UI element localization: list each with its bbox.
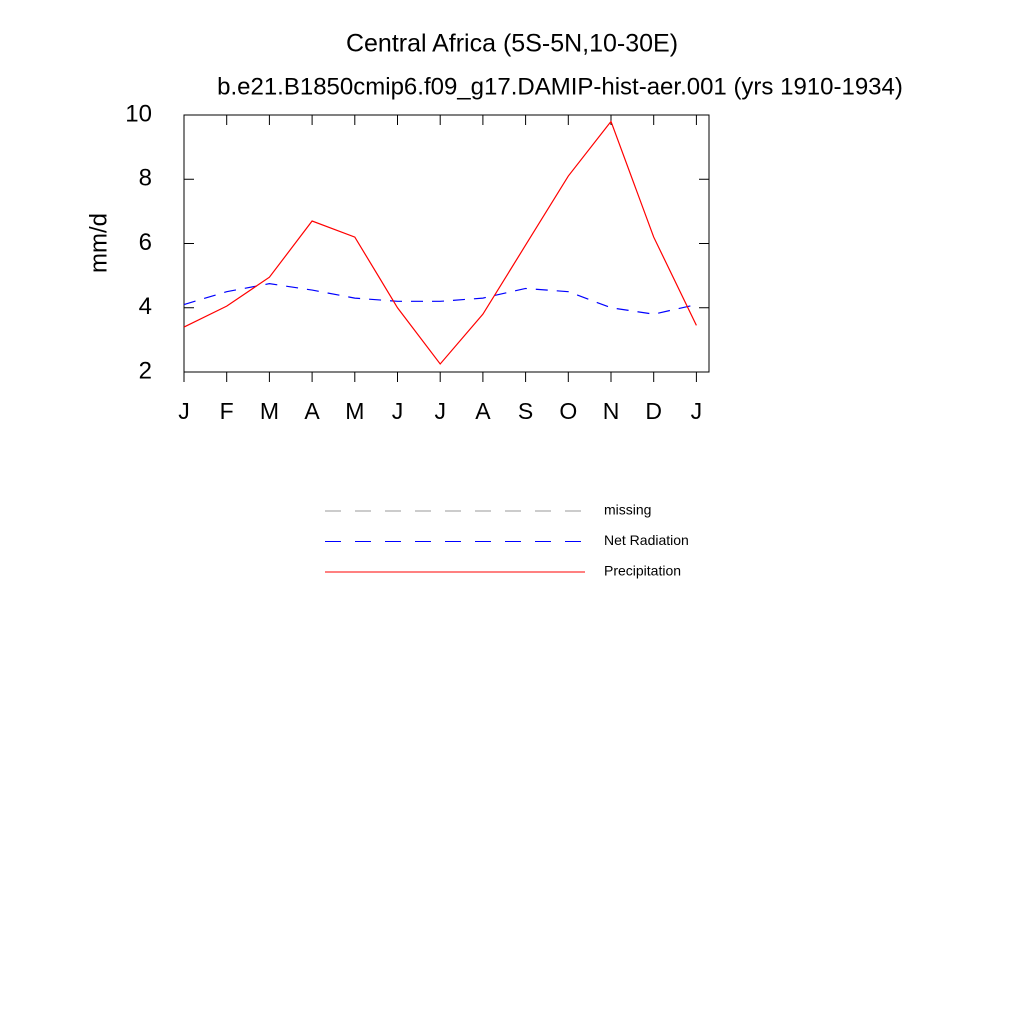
series-line	[183, 120, 697, 365]
x-tick-label: J	[691, 398, 703, 424]
x-tick-label: S	[518, 398, 533, 424]
x-tick-label: M	[345, 398, 364, 424]
x-tick-label: D	[645, 398, 662, 424]
y-tick-label: 10	[125, 100, 152, 127]
x-tick-label: M	[260, 398, 279, 424]
series-line	[183, 283, 697, 315]
x-tick-label: J	[434, 398, 446, 424]
y-tick-label: 8	[139, 165, 152, 192]
x-tick-label: O	[559, 398, 577, 424]
legend-label: missing	[604, 502, 651, 518]
y-tick-label: 4	[139, 293, 152, 320]
x-tick-label: N	[603, 398, 620, 424]
legend-label: Precipitation	[604, 563, 681, 579]
x-tick-label: J	[178, 398, 190, 424]
x-tick-label: J	[392, 398, 404, 424]
y-tick-label: 6	[139, 229, 152, 256]
legend-label: Net Radiation	[604, 532, 689, 548]
x-tick-label: F	[220, 398, 234, 424]
y-axis-label: mm/d	[85, 213, 112, 273]
chart-title: Central Africa (5S-5N,10-30E)	[346, 30, 678, 58]
x-tick-label: A	[475, 398, 491, 424]
chart-subtitle: b.e21.B1850cmip6.f09_g17.DAMIP-hist-aer.…	[217, 73, 903, 100]
x-tick-label: A	[304, 398, 320, 424]
y-tick-label: 2	[139, 357, 152, 384]
